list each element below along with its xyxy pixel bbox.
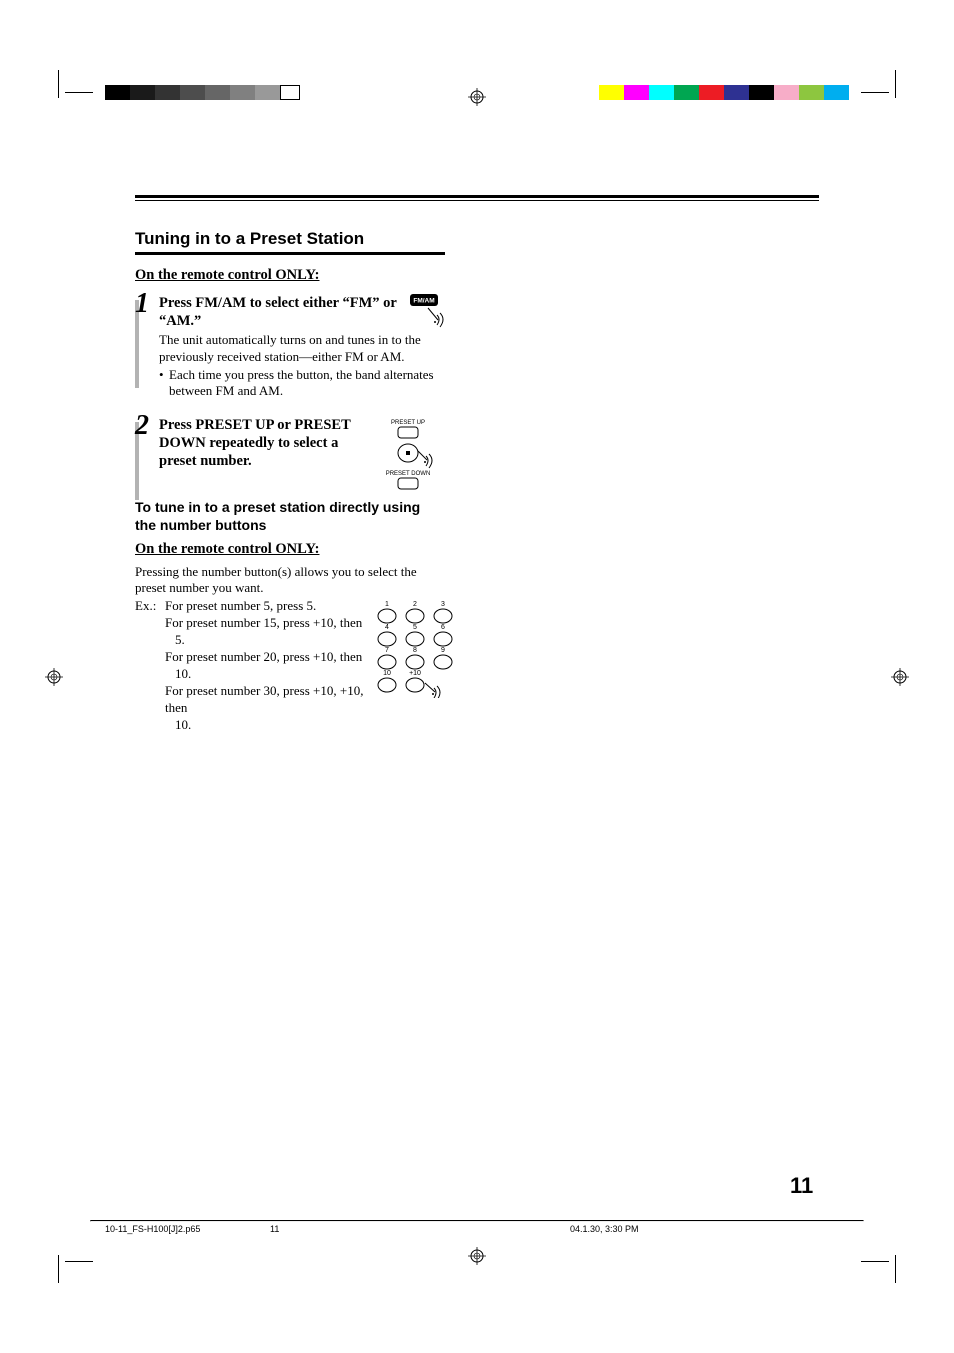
svg-text:10: 10 [383,670,391,677]
color-colorbar [599,85,849,100]
remote-only-label: On the remote control ONLY: [135,267,819,284]
svg-text:PRESET DOWN: PRESET DOWN [386,471,431,477]
example-line: For preset number 30, press +10, +10, th… [165,683,365,734]
svg-text:5: 5 [413,624,417,631]
footer-rule [90,1220,864,1222]
section-title: Tuning in to a Preset Station [135,229,819,249]
rule-under-title [135,252,445,255]
example-line: For preset number 5, press 5. [165,598,365,615]
step-bold-text: Press PRESET UP or PRESET DOWN repeatedl… [159,416,379,470]
example-line: For preset number 20, press +10, then10. [165,649,365,683]
rule-thin [135,200,819,201]
sub-section-title: To tune in to a preset station directly … [135,498,445,534]
rule-thick [135,195,819,198]
example-label: Ex.: [135,598,165,615]
body-text: Pressing the number button(s) allows you… [135,564,445,598]
crop-marks-bottom [0,1243,954,1293]
step-2: 2 Press PRESET UP or PRESET DOWN repeate… [135,416,819,470]
step-text: The unit automatically turns on and tune… [159,332,434,365]
svg-text:3: 3 [441,601,445,608]
svg-text:+10: +10 [409,670,421,677]
svg-text:4: 4 [385,624,389,631]
step-1: 1 Press FM/AM to select either “FM” or “… [135,294,819,400]
example-line: For preset number 15, press +10, then5. [165,615,365,649]
footer-page: 11 [270,1224,570,1234]
svg-text:PRESET UP: PRESET UP [391,420,425,426]
registration-mark-icon [468,88,486,106]
svg-text:8: 8 [413,647,417,654]
svg-text:1: 1 [385,601,389,608]
page-content: Tuning in to a Preset Station On the rem… [135,195,819,733]
registration-mark-icon [45,668,63,686]
step-bullet: • Each time you press the button, the ba… [159,367,434,400]
remote-only-label: On the remote control ONLY: [135,541,819,558]
step-number: 1 [135,288,149,320]
footer: 10-11_FS-H100[J]2.p65 11 04.1.30, 3:30 P… [105,1224,845,1234]
step-bold-text: Press FM/AM to select either “FM” or “AM… [159,294,434,330]
svg-text:2: 2 [413,601,417,608]
footer-filename: 10-11_FS-H100[J]2.p65 [105,1224,270,1234]
number-keypad-icon: 1 2 3 4 5 6 7 8 9 10 +10 [375,598,465,703]
grayscale-colorbar [105,85,300,100]
fmam-button-icon: FM/AM [410,294,450,339]
footer-date: 04.1.30, 3:30 PM [570,1224,639,1234]
fmam-label: FM/AM [413,298,434,305]
page-number: 11 [790,1173,813,1199]
svg-text:7: 7 [385,647,389,654]
svg-text:6: 6 [441,624,445,631]
preset-buttons-icon: PRESET UP PRESET DOWN [385,416,441,503]
svg-text:9: 9 [441,647,445,654]
example-block: Ex.:For preset number 5, press 5.For pre… [135,598,819,733]
registration-mark-icon [891,668,909,686]
step-number: 2 [135,410,149,442]
